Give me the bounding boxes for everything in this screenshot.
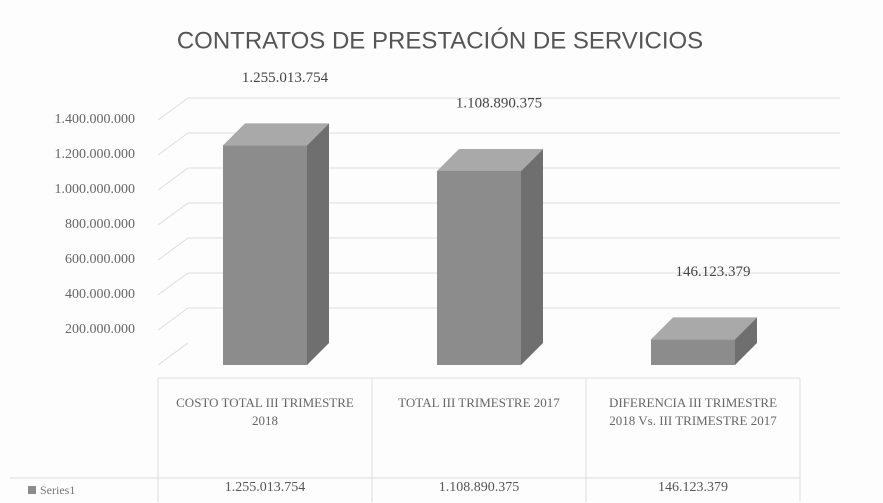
y-tick-label: 1.200.000.000	[55, 147, 136, 162]
legend-swatch	[28, 486, 36, 494]
grid-wall-line	[157, 307, 189, 331]
y-tick-label: 600.000.000	[65, 252, 135, 267]
bar-top	[651, 317, 757, 340]
value-label: 146.123.379	[676, 264, 751, 280]
bar-side	[307, 123, 329, 366]
grid-wall-line	[157, 132, 189, 156]
table-value: 1.108.890.375	[438, 480, 520, 495]
bar-top	[437, 148, 543, 171]
y-tick-label: 800.000.000	[65, 217, 135, 232]
y-tick-label: 1.000.000.000	[55, 182, 136, 197]
grid-wall-line	[157, 202, 189, 226]
legend-label: Series1	[40, 483, 76, 497]
legend-entry: Series1	[28, 483, 75, 498]
value-label: 1.255.013.754	[242, 70, 329, 86]
bar	[437, 170, 521, 365]
bar	[223, 145, 307, 365]
chart-title: CONTRATOS DE PRESTACIÓN DE SERVICIOS	[177, 27, 703, 54]
category-label: TOTAL III TRIMESTRE 2017	[398, 395, 560, 410]
value-label: 1.108.890.375	[456, 95, 542, 111]
table-value: 146.123.379	[658, 480, 728, 495]
bar-side	[735, 317, 757, 365]
grid-wall-line	[157, 272, 189, 296]
grid-wall-line	[157, 237, 189, 261]
bar	[651, 339, 735, 365]
grid-wall-line	[157, 97, 189, 121]
category-label: COSTO TOTAL III TRIMESTRE 2018	[176, 395, 354, 428]
category-label: DIFERENCIA III TRIMESTRE 2018 Vs. III TR…	[608, 395, 778, 428]
y-tick-label: 200.000.000	[65, 322, 135, 337]
table-value: 1.255.013.754	[224, 480, 306, 495]
grid-wall-line	[157, 167, 189, 191]
bar-top	[223, 123, 329, 146]
y-tick-label: 1.400.000.000	[55, 112, 136, 127]
floor-line	[157, 342, 189, 366]
y-tick-label: 400.000.000	[65, 287, 135, 302]
bar-side	[521, 148, 543, 365]
